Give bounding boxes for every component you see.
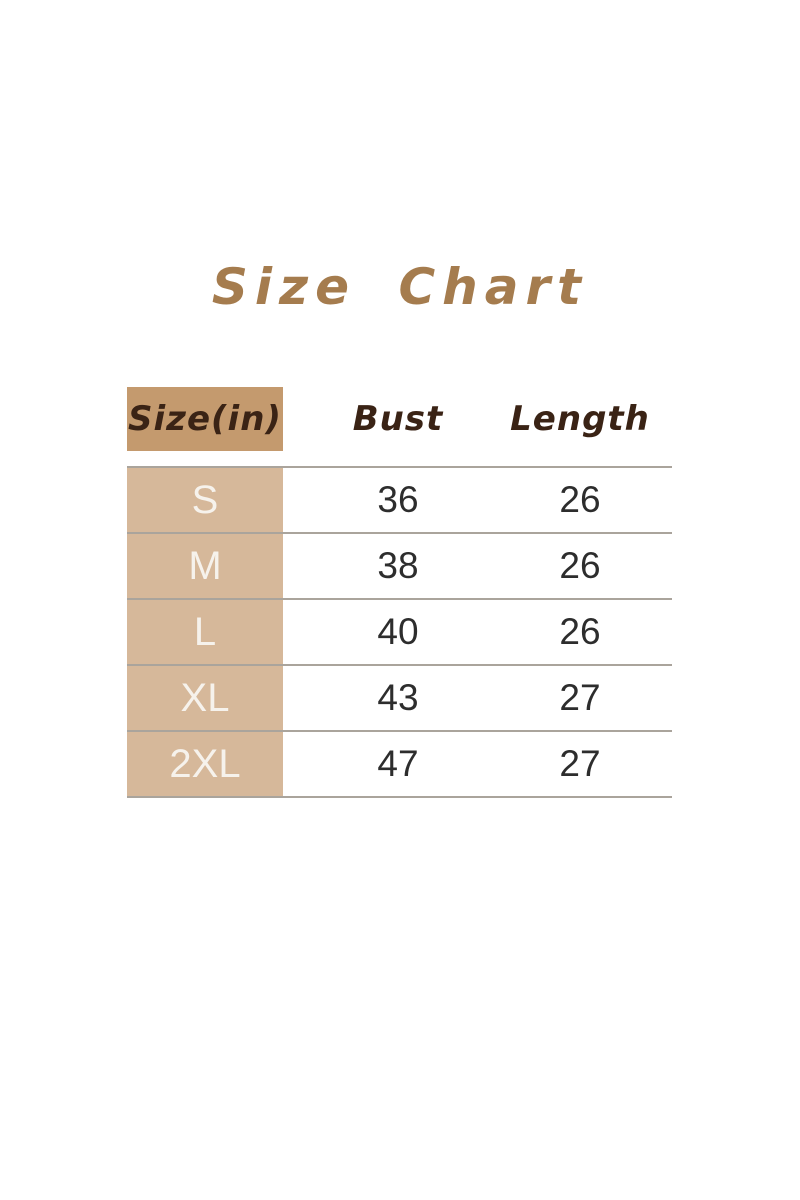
size-cell: M	[127, 534, 283, 598]
table-row: M 38 26	[127, 532, 672, 598]
row-spacer	[647, 534, 672, 598]
header-spacer	[647, 387, 672, 451]
bust-cell: 47	[377, 743, 419, 784]
header-cell-length: Length	[510, 399, 650, 439]
header-cell-bust: Bust	[352, 399, 444, 439]
size-cell: S	[127, 468, 283, 532]
size-cell: 2XL	[127, 732, 283, 796]
bust-cell: 40	[377, 611, 419, 652]
bust-cell: 38	[377, 545, 419, 586]
size-chart-table: Size(in) Bust Length S 36 26 M 38 26 L 4…	[127, 387, 672, 798]
size-cell: XL	[127, 666, 283, 730]
row-spacer	[647, 666, 672, 730]
table-row: 2XL 47 27	[127, 730, 672, 796]
row-spacer	[647, 468, 672, 532]
table-body: S 36 26 M 38 26 L 40 26 XL 43 27	[127, 466, 672, 798]
table-row: XL 43 27	[127, 664, 672, 730]
length-cell: 26	[559, 479, 601, 520]
page-title: Size Chart	[211, 258, 589, 316]
row-spacer	[647, 600, 672, 664]
table-header-row: Size(in) Bust Length	[127, 387, 672, 451]
length-cell: 26	[559, 611, 601, 652]
length-cell: 27	[559, 743, 601, 784]
size-cell: L	[127, 600, 283, 664]
row-spacer	[647, 732, 672, 796]
bust-cell: 43	[377, 677, 419, 718]
bust-cell: 36	[377, 479, 419, 520]
table-row: L 40 26	[127, 598, 672, 664]
length-cell: 27	[559, 677, 601, 718]
length-cell: 26	[559, 545, 601, 586]
header-cell-size: Size(in)	[127, 387, 283, 451]
table-row: S 36 26	[127, 466, 672, 532]
